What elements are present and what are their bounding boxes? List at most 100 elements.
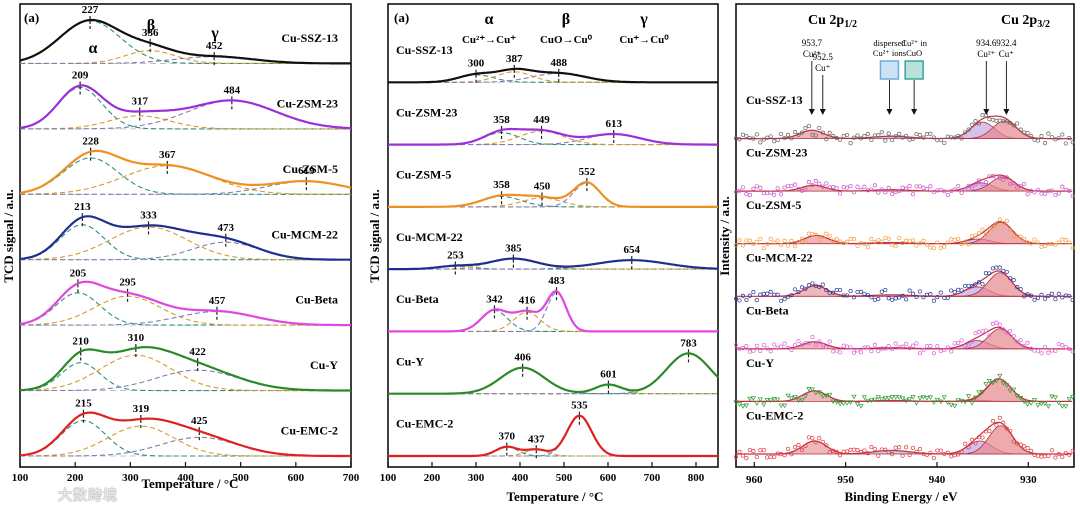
data-point xyxy=(876,296,881,301)
data-point xyxy=(765,241,770,246)
data-point xyxy=(897,131,902,136)
x-tick-label: 300 xyxy=(122,472,139,484)
data-point xyxy=(820,439,825,444)
series-line xyxy=(388,67,718,84)
data-point xyxy=(1063,404,1069,409)
data-point xyxy=(765,455,770,460)
data-point xyxy=(994,265,999,270)
series-cu-ssz-13: Cu-SSZ-13 xyxy=(733,93,1075,146)
data-point xyxy=(744,192,749,197)
data-point xyxy=(782,297,787,302)
peak-label: 300 xyxy=(468,58,485,70)
peak-label: 319 xyxy=(133,403,150,415)
data-point xyxy=(987,226,992,231)
data-point xyxy=(806,340,811,346)
data-point xyxy=(834,136,839,141)
data-point xyxy=(1053,455,1058,460)
fitted-component xyxy=(944,378,1054,402)
peak-label: 342 xyxy=(486,293,503,305)
peak-label: 253 xyxy=(447,250,464,262)
data-point xyxy=(1015,441,1020,446)
data-point xyxy=(1067,346,1072,351)
series-line xyxy=(19,280,351,327)
data-point xyxy=(1053,297,1058,302)
data-point xyxy=(938,448,943,453)
data-point xyxy=(900,293,905,298)
data-point xyxy=(768,349,773,354)
data-point xyxy=(820,130,825,135)
series-cu-zsm-23: 209 317 484 Cu-ZSM-23 xyxy=(19,69,352,130)
data-point xyxy=(786,345,791,350)
data-point xyxy=(931,135,936,140)
data-point xyxy=(1032,237,1037,242)
data-point xyxy=(1039,351,1044,356)
data-point xyxy=(841,241,846,246)
data-point xyxy=(1022,344,1027,349)
data-point xyxy=(848,141,853,146)
series-cu-zsm-5: Cu-ZSM-5 xyxy=(733,198,1075,251)
data-point xyxy=(890,297,895,302)
data-point xyxy=(848,345,853,350)
data-point xyxy=(851,394,857,400)
data-point xyxy=(1035,138,1041,143)
data-point xyxy=(879,130,884,135)
annotation-arrowhead xyxy=(886,109,893,115)
data-point xyxy=(910,395,916,400)
data-point xyxy=(980,227,985,232)
data-point xyxy=(838,191,843,196)
component-peak xyxy=(19,224,351,261)
data-point xyxy=(952,238,957,243)
series-name: Cu-ZSM-5 xyxy=(746,198,801,212)
data-point xyxy=(737,188,742,193)
data-point xyxy=(1018,127,1023,132)
data-point xyxy=(844,401,850,406)
data-point xyxy=(758,448,763,453)
legend-box xyxy=(904,60,924,80)
data-point xyxy=(786,294,791,299)
data-point xyxy=(747,447,752,453)
data-point xyxy=(761,402,767,408)
data-point xyxy=(830,399,836,405)
peak-label: 613 xyxy=(605,118,622,130)
data-point xyxy=(827,450,832,455)
data-point xyxy=(959,241,964,247)
data-point xyxy=(862,241,867,246)
data-point xyxy=(1001,420,1006,425)
data-point xyxy=(834,449,839,454)
data-point xyxy=(994,423,999,428)
data-point xyxy=(865,132,870,137)
data-point xyxy=(994,222,999,227)
data-point xyxy=(831,290,836,295)
data-point xyxy=(799,130,805,135)
data-point xyxy=(1001,177,1006,182)
data-point xyxy=(938,187,943,192)
peak-group-alpha: α xyxy=(485,11,494,28)
data-point xyxy=(1031,398,1038,403)
series-cu-emc-2: 370 437 535 Cu-EMC-2 xyxy=(388,400,718,460)
data-point xyxy=(782,453,787,458)
data-point xyxy=(907,288,912,293)
data-point xyxy=(786,243,791,248)
data-point xyxy=(841,401,847,407)
data-point xyxy=(862,184,867,189)
data-point xyxy=(799,285,805,290)
annotation-value: 952.5 xyxy=(813,52,834,62)
data-point xyxy=(963,130,968,135)
data-point xyxy=(827,130,832,135)
series-line xyxy=(388,289,718,333)
annotation-arrowhead xyxy=(1003,109,1010,115)
data-point xyxy=(1052,395,1058,401)
data-point xyxy=(779,131,784,137)
data-point xyxy=(845,344,850,349)
data-point xyxy=(827,233,832,238)
data-point xyxy=(744,133,749,139)
data-point xyxy=(928,245,933,250)
data-point xyxy=(987,333,992,338)
data-point xyxy=(1035,240,1041,245)
x-axis-label: Temperature / °C xyxy=(142,476,239,491)
data-point xyxy=(792,244,798,249)
data-point xyxy=(883,346,888,351)
data-point xyxy=(806,231,811,236)
peak-label: 317 xyxy=(131,95,148,107)
